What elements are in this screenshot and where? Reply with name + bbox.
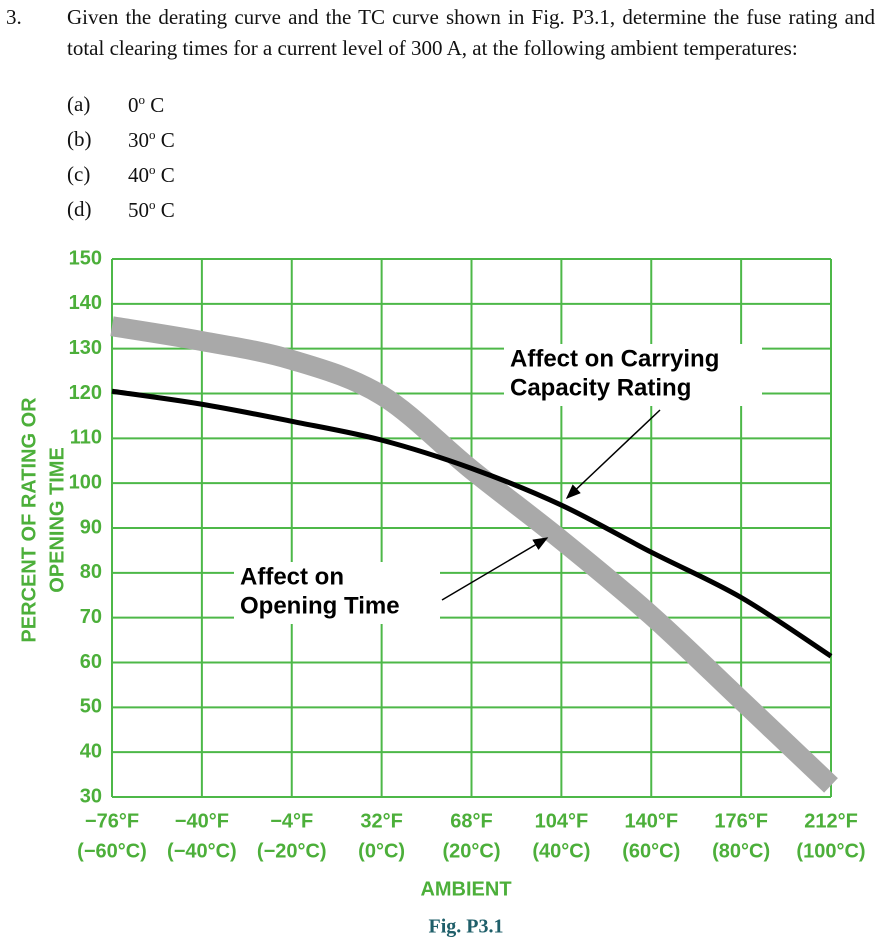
y-tick-label: 50 <box>80 696 102 718</box>
y-tick-label: 130 <box>69 337 102 359</box>
x-tick-label: (0°C) <box>358 840 405 862</box>
x-axis-label: AMBIENT <box>420 878 511 900</box>
x-tick-label: 212°F <box>804 810 858 832</box>
item-number: 0 <box>128 93 139 117</box>
y-tick-label: 90 <box>80 516 102 538</box>
item-value: 40o C <box>128 162 175 188</box>
x-tick-label: 140°F <box>624 810 678 832</box>
item-label: (c) <box>67 162 91 186</box>
line <box>110 316 838 793</box>
annotation-bg <box>504 344 762 406</box>
x-tick-label: −76°F <box>85 810 139 832</box>
x-tick-label: (60°C) <box>622 840 680 862</box>
annotation-arrow <box>565 409 661 500</box>
y-tick-label: 80 <box>80 561 102 583</box>
y-axis-label: OPENING TIME <box>46 447 68 593</box>
item-value: 50o C <box>128 197 175 223</box>
figure-caption: Fig. P3.1 <box>429 916 504 938</box>
item-unit: C <box>150 93 165 117</box>
x-tick-label: (−40°C) <box>167 840 237 862</box>
annotation: Capacity Rating <box>510 374 691 401</box>
x-tick-label: (−20°C) <box>257 840 327 862</box>
item-label: (a) <box>67 92 91 116</box>
annotation-arrow <box>441 537 549 601</box>
x-tick-label: 176°F <box>714 810 768 832</box>
x-tick-label: (40°C) <box>532 840 590 862</box>
item-unit: C <box>160 163 175 187</box>
y-tick-label: 30 <box>80 785 102 807</box>
x-tick-label: 68°F <box>450 810 492 832</box>
item-unit: C <box>160 198 175 222</box>
x-tick-label: (20°C) <box>442 840 500 862</box>
y-tick-label: 140 <box>69 292 102 314</box>
problem-number: 3. <box>6 5 22 29</box>
item-number: 40 <box>128 163 149 187</box>
annotation: Affect on Carrying <box>510 345 719 372</box>
x-tick-label: −40°F <box>175 810 229 832</box>
x-tick-label: −4°F <box>270 810 313 832</box>
item-unit: C <box>160 128 175 152</box>
y-tick-label: 40 <box>80 740 102 762</box>
line <box>111 388 833 659</box>
annotation: Opening Time <box>240 592 400 619</box>
item-value: 0o C <box>128 92 164 118</box>
y-axis-label: PERCENT OF RATING OR <box>18 397 40 643</box>
problem-text: Given the derating curve and the TC curv… <box>67 5 875 60</box>
y-tick-label: 110 <box>70 427 102 449</box>
annotation-bg <box>234 562 440 624</box>
x-tick-label: 32°F <box>360 810 402 832</box>
x-tick-label: 104°F <box>535 810 589 832</box>
x-tick-label: (100°C) <box>796 840 865 862</box>
annotation: Affect on <box>240 563 344 590</box>
y-tick-label: 60 <box>80 651 102 673</box>
x-tick-label: (80°C) <box>712 840 770 862</box>
y-tick-label: 150 <box>69 247 102 269</box>
item-degree: o <box>149 162 156 177</box>
item-label: (d) <box>67 197 92 221</box>
item-degree: o <box>138 92 146 107</box>
item-value: 30o C <box>128 127 175 153</box>
y-tick-label: 100 <box>69 471 102 493</box>
y-tick-label: 70 <box>80 606 102 628</box>
item-degree: o <box>149 197 156 212</box>
item-label: (b) <box>67 127 92 151</box>
x-tick-label: (−60°C) <box>77 840 147 862</box>
item-number: 30 <box>128 128 149 152</box>
item-degree: o <box>149 127 156 142</box>
item-number: 50 <box>128 198 149 222</box>
y-tick-label: 120 <box>69 382 102 404</box>
